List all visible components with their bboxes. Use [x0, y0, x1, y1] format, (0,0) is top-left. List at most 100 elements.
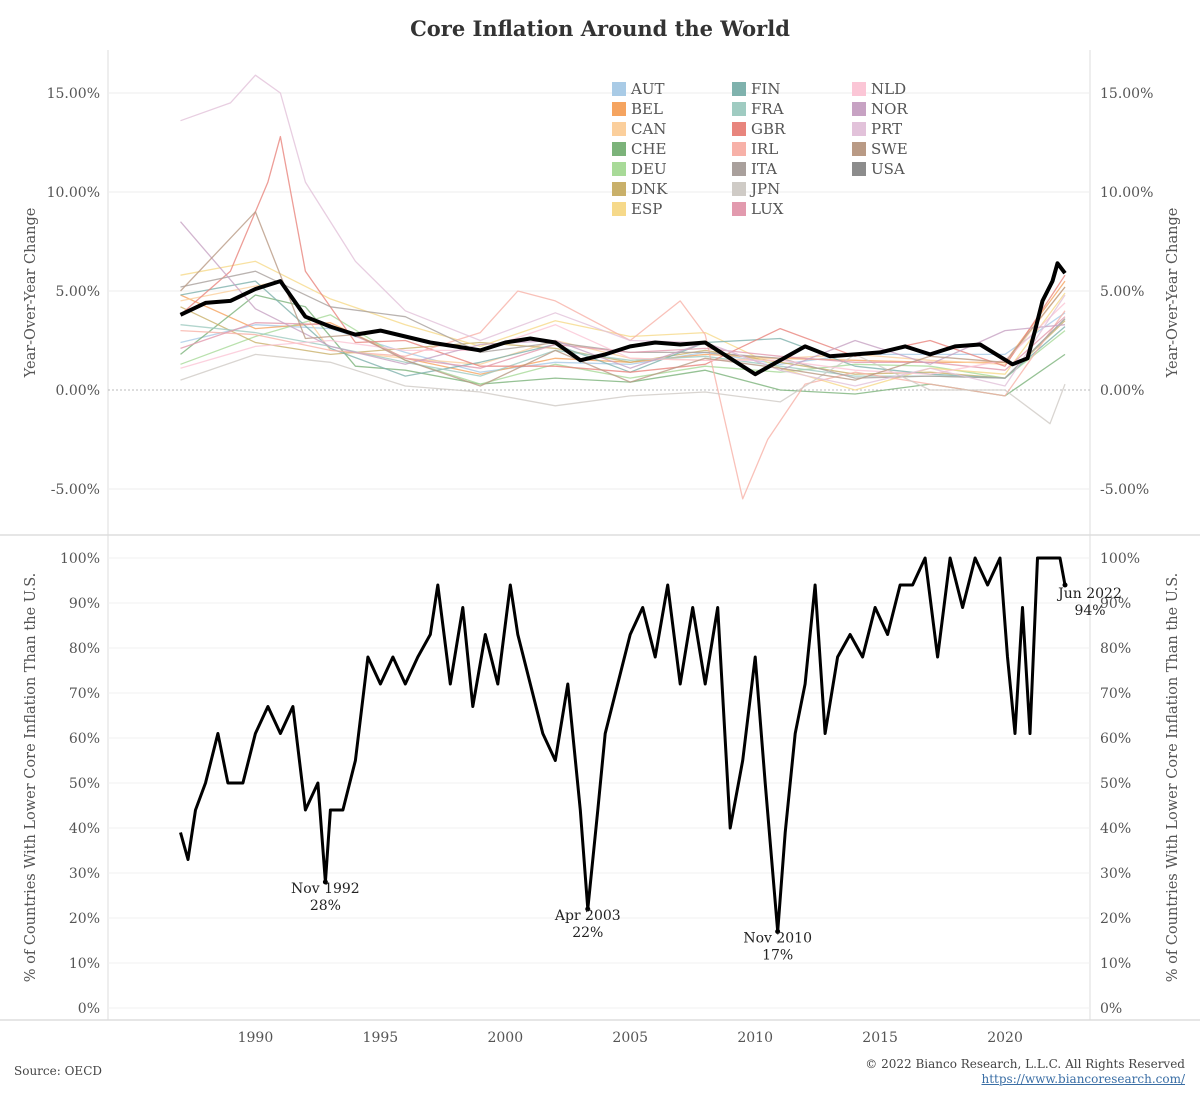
bottom-ytick-left: 0%: [78, 1001, 100, 1017]
bottom-ytick-left: 100%: [60, 551, 100, 567]
bottom-ytick-left: 10%: [69, 956, 100, 972]
website-link[interactable]: https://www.biancoresearch.com/: [981, 1072, 1185, 1086]
series-line-nld: [180, 302, 1066, 375]
series-line-dnk: [180, 306, 1066, 379]
top-ytick-left: -5.00%: [51, 482, 100, 498]
xtick-label: 2005: [612, 1030, 648, 1046]
legend-swatch-ita: [732, 162, 746, 176]
bottom-series-line-0: [179, 556, 1067, 933]
legend-label-fin: FIN: [751, 80, 780, 98]
legend-label-dnk: DNK: [631, 180, 668, 198]
xtick-label: 2000: [487, 1030, 523, 1046]
top-ytick-left: 0.00%: [56, 383, 100, 399]
bottom-ytick-left: 70%: [69, 686, 100, 702]
bottom-ytick-right: 10%: [1100, 956, 1131, 972]
legend-label-prt: PRT: [871, 120, 902, 138]
top-ytick-right: 10.00%: [1100, 185, 1153, 201]
annotation-label: Apr 2003: [554, 908, 621, 924]
bottom-ytick-right: 50%: [1100, 776, 1131, 792]
bottom-ytick-right: 0%: [1100, 1001, 1122, 1017]
legend-swatch-swe: [852, 142, 866, 156]
xtick-label: 2015: [862, 1030, 898, 1046]
legend-label-che: CHE: [631, 140, 667, 158]
series-line-swe: [180, 211, 1066, 387]
series-line-deu: [180, 314, 1066, 385]
top-ytick-right: 0.00%: [1100, 383, 1144, 399]
annotation-value: 28%: [310, 898, 341, 914]
series-line-usa: [179, 261, 1067, 377]
bottom-ytick-right: 40%: [1100, 821, 1131, 837]
annotation-marker: [775, 929, 781, 934]
top-ytick-right: 5.00%: [1100, 284, 1144, 300]
legend-swatch-fra: [732, 102, 746, 116]
annotation-value: 94%: [1074, 603, 1105, 619]
legend-swatch-gbr: [732, 122, 746, 136]
legend-swatch-prt: [852, 122, 866, 136]
annotation-value: 17%: [762, 948, 793, 964]
legend-label-aut: AUT: [630, 80, 664, 98]
legend-swatch-aut: [612, 82, 626, 96]
legend-label-deu: DEU: [631, 160, 667, 178]
legend-swatch-lux: [732, 202, 746, 216]
legend-swatch-dnk: [612, 182, 626, 196]
bottom-ytick-left: 20%: [69, 911, 100, 927]
annotation-value: 22%: [572, 925, 603, 941]
annotation-label: Jun 2022: [1056, 586, 1122, 602]
legend-swatch-irl: [732, 142, 746, 156]
bottom-ytick-left: 90%: [69, 596, 100, 612]
legend-swatch-nld: [852, 82, 866, 96]
bottom-ytick-left: 50%: [69, 776, 100, 792]
top-ytick-left: 15.00%: [47, 86, 100, 102]
legend-swatch-can: [612, 122, 626, 136]
copyright-text: © 2022 Bianco Research, L.L.C. All Right…: [865, 1057, 1185, 1071]
bottom-ytick-right: 60%: [1100, 731, 1131, 747]
annotation-marker: [1062, 582, 1068, 588]
legend-label-can: CAN: [631, 120, 666, 138]
copyright-block: © 2022 Bianco Research, L.L.C. All Right…: [865, 1057, 1185, 1087]
top-ylabel-right: Year-Over-Year Change: [1165, 208, 1181, 379]
bottom-ytick-left: 30%: [69, 866, 100, 882]
annotation-marker: [322, 879, 328, 885]
legend-label-ita: ITA: [751, 160, 777, 178]
legend-swatch-fin: [732, 82, 746, 96]
xtick-label: 2020: [987, 1030, 1023, 1046]
legend-label-jpn: JPN: [749, 180, 780, 198]
legend-label-lux: LUX: [751, 200, 784, 218]
bottom-ytick-left: 40%: [69, 821, 100, 837]
legend-swatch-usa: [852, 162, 866, 176]
source-note: Source: OECD: [14, 1064, 102, 1078]
legend-swatch-jpn: [732, 182, 746, 196]
legend-label-bel: BEL: [631, 100, 663, 118]
legend-swatch-che: [612, 142, 626, 156]
legend-label-fra: FRA: [751, 100, 784, 118]
legend-swatch-esp: [612, 202, 626, 216]
bottom-ytick-left: 80%: [69, 641, 100, 657]
series-line-jpn: [180, 353, 1066, 425]
top-ytick-right: 15.00%: [1100, 86, 1153, 102]
annotation-marker: [585, 906, 591, 912]
legend-label-nor: NOR: [871, 100, 908, 118]
legend-label-swe: SWE: [871, 140, 908, 158]
series-line-nor: [180, 221, 1066, 371]
xtick-label: 1995: [363, 1030, 399, 1046]
legend-label-nld: NLD: [871, 80, 906, 98]
series-line-che: [180, 294, 1066, 397]
series-line-prt: [180, 74, 1066, 387]
legend-label-esp: ESP: [631, 200, 662, 218]
bottom-ytick-right: 70%: [1100, 686, 1131, 702]
bottom-ylabel-right: % of Countries With Lower Core Inflation…: [1165, 573, 1181, 983]
xtick-label: 2010: [737, 1030, 773, 1046]
bottom-ytick-right: 90%: [1100, 596, 1131, 612]
legend-swatch-bel: [612, 102, 626, 116]
top-ylabel-left: Year-Over-Year Change: [23, 208, 39, 379]
xtick-label: 1990: [238, 1030, 274, 1046]
legend-label-usa: USA: [871, 160, 905, 178]
annotation-label: Nov 1992: [291, 881, 360, 897]
chart-title: Core Inflation Around the World: [410, 16, 790, 41]
legend-label-irl: IRL: [751, 140, 778, 158]
bottom-ylabel-left: % of Countries With Lower Core Inflation…: [23, 573, 39, 983]
top-ytick-left: 10.00%: [47, 185, 100, 201]
bottom-ytick-left: 60%: [69, 731, 100, 747]
